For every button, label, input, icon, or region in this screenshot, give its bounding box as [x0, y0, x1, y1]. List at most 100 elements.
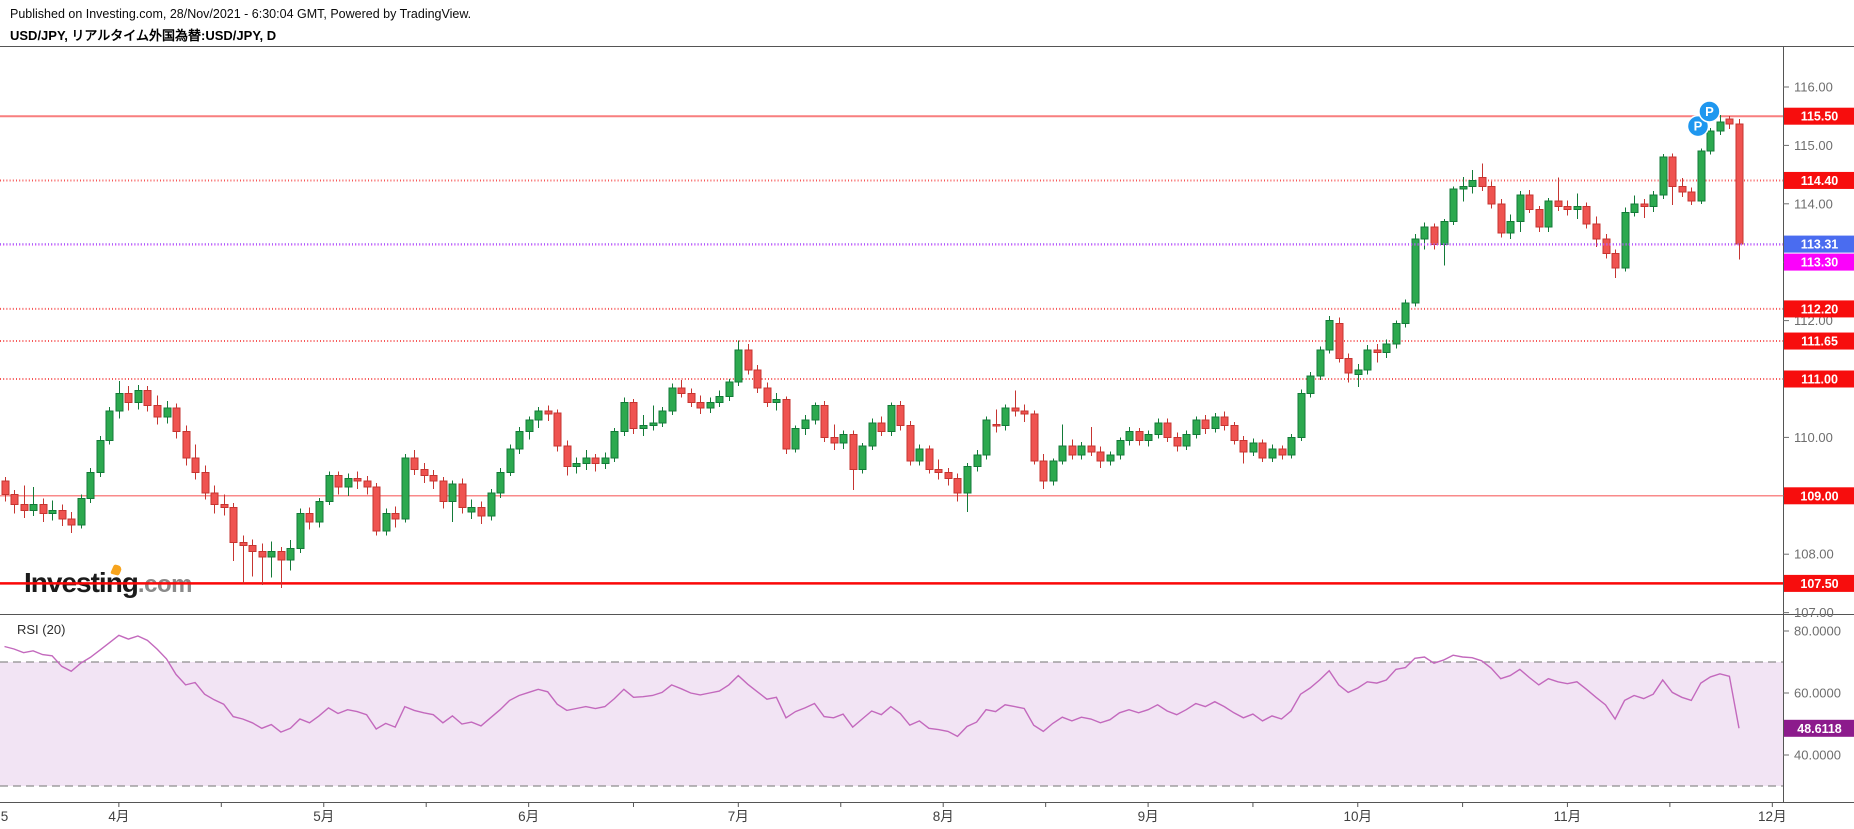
candle-body [591, 457, 600, 465]
candle-body [1478, 177, 1487, 187]
candle-body [1144, 433, 1153, 441]
candle-body [1621, 212, 1630, 269]
candle-body [1049, 460, 1058, 482]
candle-body [429, 474, 438, 482]
candle-body [725, 381, 734, 398]
month-label: 9月 [1138, 809, 1159, 824]
candle-body [791, 428, 800, 450]
candle-body [153, 404, 162, 418]
candle-body [239, 542, 248, 546]
candle-body [1, 480, 10, 496]
candle-body [1258, 442, 1267, 459]
candle-body [934, 469, 943, 473]
svg-text:113.31: 113.31 [1801, 238, 1839, 252]
candle-body [1325, 320, 1334, 351]
candle-body [544, 410, 553, 415]
candle-body [1096, 451, 1105, 462]
candle-body [715, 396, 724, 403]
position-marker[interactable]: P [1698, 100, 1721, 123]
candle-body [1068, 445, 1077, 456]
candle-body [1716, 121, 1725, 132]
candle-body [1135, 431, 1144, 441]
candle-body [734, 349, 743, 383]
month-label: 5 [1, 809, 9, 824]
rsi-tick-label: 80.0000 [1794, 624, 1841, 639]
price-tick-label: 110.00 [1794, 430, 1833, 445]
candle-body [172, 407, 181, 433]
candle-body [629, 401, 638, 430]
price-badge: 111.65 [1784, 332, 1854, 350]
candle-body [410, 457, 419, 471]
candle-body [344, 477, 353, 488]
candle-body [143, 390, 152, 406]
candle-body [811, 404, 820, 421]
price-tick-label: 115.00 [1794, 138, 1833, 153]
price-badge: 113.31 [1784, 235, 1854, 253]
candle-body [191, 457, 200, 473]
svg-text:114.40: 114.40 [1801, 174, 1839, 188]
candle-body [601, 457, 610, 465]
candle-body [325, 474, 334, 503]
published-header: Published on Investing.com, 28/Nov/2021 … [10, 7, 472, 21]
candle-body [1077, 445, 1086, 456]
candle-body [1106, 454, 1115, 462]
candle-body [372, 486, 381, 532]
candle-body [1020, 410, 1029, 415]
candle-body [706, 401, 715, 409]
candle-body [20, 504, 29, 511]
candle-body [639, 425, 648, 430]
candle-body [782, 398, 791, 450]
candle-body [115, 393, 124, 412]
candle-body [258, 550, 267, 558]
candle-body [267, 550, 276, 558]
price-tick-label: 108.00 [1794, 547, 1834, 562]
candle-body [39, 504, 48, 514]
price-badge: 112.20 [1784, 300, 1854, 318]
candle-body [201, 471, 210, 494]
candle-body [753, 369, 762, 389]
candle-body [1125, 431, 1134, 441]
candle-body [105, 410, 114, 441]
time-axis[interactable]: 5 4月 5月 6月 7月 8月 9月 10月 11月 12月 [1, 802, 1787, 824]
candle-body [1363, 349, 1372, 371]
candle-body [401, 457, 410, 520]
candle-body [420, 469, 429, 476]
svg-text:113.30: 113.30 [1801, 256, 1839, 270]
candle-body [1182, 433, 1191, 447]
candle-body [1735, 123, 1744, 245]
candle-body [1211, 416, 1220, 430]
candle-body [763, 387, 772, 403]
candle-body [1058, 445, 1067, 462]
candle-body [1487, 185, 1496, 205]
svg-text:P: P [1705, 104, 1714, 119]
candle-body [525, 419, 534, 433]
candle-body [1173, 436, 1182, 447]
candle-body [572, 463, 581, 468]
candle-body [1287, 436, 1296, 456]
candle-body [1573, 206, 1582, 211]
month-label: 12月 [1758, 809, 1787, 824]
candle-body [582, 457, 591, 465]
candle-body [77, 498, 86, 526]
price-badge: 113.30 [1784, 253, 1854, 271]
svg-text:112.20: 112.20 [1801, 302, 1839, 316]
candle-body [496, 471, 505, 494]
candle-body [1192, 419, 1201, 435]
candle-body [830, 436, 839, 444]
candle-body [1039, 460, 1048, 482]
candle-body [1201, 419, 1210, 430]
candle-body [1687, 191, 1696, 202]
candle-body [1239, 439, 1248, 453]
candle-body [858, 445, 867, 471]
candle-body [1335, 323, 1344, 360]
candle-body [1440, 220, 1449, 246]
candle-body [744, 349, 753, 371]
candle-body [58, 509, 67, 520]
candle-body [839, 433, 848, 444]
candle-body [382, 512, 391, 532]
candle-body [1563, 206, 1572, 211]
candle-body [305, 512, 314, 523]
candle-body [48, 509, 57, 514]
candle-body [677, 387, 686, 395]
